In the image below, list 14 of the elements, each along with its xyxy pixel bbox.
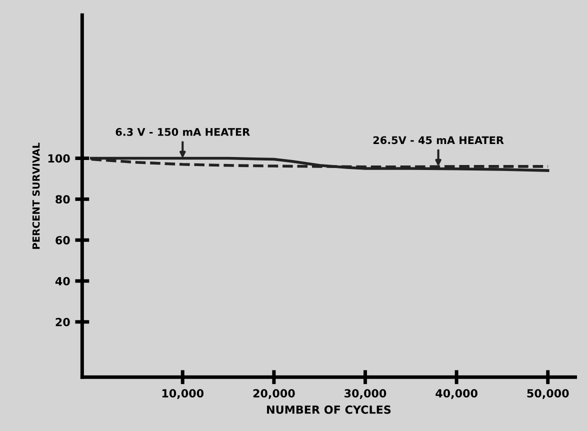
x-axis-title: NUMBER OF CYCLES — [267, 405, 391, 414]
x-tick-label: 50,000 — [527, 389, 569, 399]
x-tick-label: 30,000 — [344, 389, 386, 399]
x-tick-label: 20,000 — [253, 389, 295, 399]
y-tick-label: 20 — [56, 318, 70, 326]
y-tick-label: 80 — [56, 195, 70, 204]
x-tick-label: 40,000 — [436, 389, 478, 399]
y-tick-label: 100 — [48, 154, 70, 163]
annotation: 26.5V - 45 mA HEATER — [373, 136, 504, 144]
y-axis-title: PERCENT SURVIVAL — [32, 142, 40, 249]
annotation: 6.3 V - 150 mA HEATER — [116, 128, 250, 136]
x-tick-label: 10,000 — [162, 389, 204, 399]
y-tick-label: 60 — [56, 236, 70, 244]
y-tick-label: 40 — [55, 276, 70, 286]
